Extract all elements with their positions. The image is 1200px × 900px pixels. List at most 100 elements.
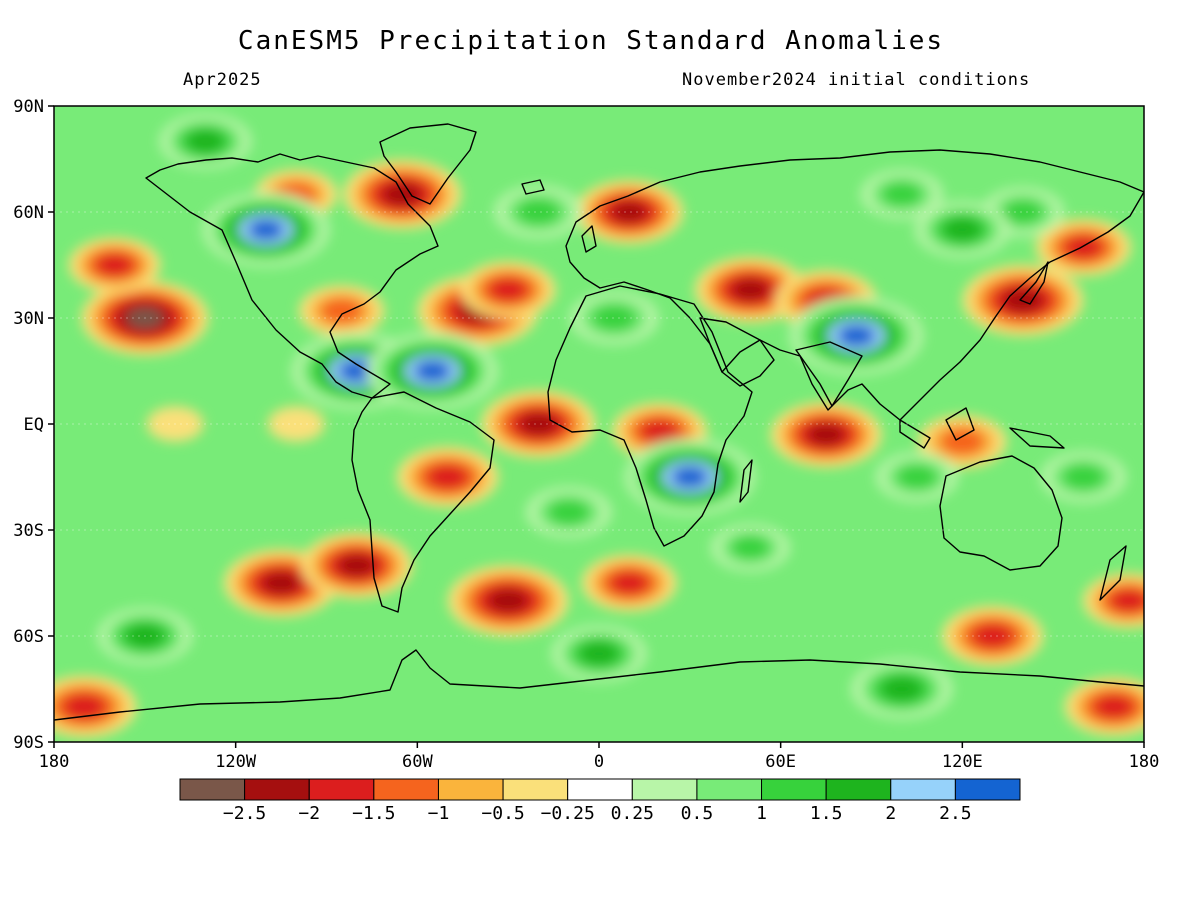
colorbar-swatch [244, 778, 310, 801]
colorbar-swatch [308, 778, 375, 801]
colorbar-swatch [179, 778, 246, 801]
colorbar-label: 1.5 [810, 803, 843, 824]
anomaly-blob [881, 181, 923, 207]
anomaly-blob [516, 198, 561, 226]
coastline-greenland [379, 123, 477, 205]
colorbar-swatch [890, 778, 956, 801]
colorbar-label: −0.25 [541, 803, 595, 824]
colorbar-swatch [373, 778, 439, 801]
coastline-north-america [145, 153, 439, 399]
anomaly-blob [1110, 589, 1144, 612]
colorbar-label: −0.5 [481, 803, 524, 824]
anomaly-blob [63, 694, 106, 720]
colorbar-label: 1 [756, 803, 767, 824]
anomaly-blob [730, 535, 771, 560]
coastlines [54, 123, 1144, 721]
colorbar-label: 2.5 [939, 803, 972, 824]
colorbar-swatch [437, 778, 504, 801]
anomaly-blob [1094, 694, 1134, 719]
coastline-new-guinea [1009, 427, 1065, 449]
anomaly-blob [591, 304, 637, 332]
coastline-japan [1019, 261, 1049, 305]
colorbar-label: 0.25 [611, 803, 654, 824]
coastline-new-zealand [1099, 545, 1127, 601]
lon-tick-label: 120E [942, 752, 983, 772]
lon-tick-label: 0 [594, 752, 604, 772]
colorbar-swatch [954, 778, 1021, 801]
anomaly-blob [611, 201, 648, 223]
coastline-borneo [945, 407, 975, 441]
anomaly-blob [413, 360, 452, 382]
map-title: CanESM5 Precipitation Standard Anomalies [237, 26, 945, 56]
coastline-uk [581, 225, 597, 253]
colorbar-swatch [502, 778, 569, 801]
colorbar-swatch [761, 778, 827, 801]
colorbar-label: −1 [428, 803, 450, 824]
coastline-eurasia [565, 149, 1144, 421]
anomaly-blob [610, 571, 649, 595]
anomaly-blob [126, 307, 164, 329]
colorbar-label: −2 [298, 803, 320, 824]
lat-tick-label: 30N [13, 309, 44, 329]
anomaly-blob [1002, 199, 1044, 225]
anomaly-blob [338, 554, 376, 577]
init-conditions-label: November2024 initial conditions [682, 70, 1031, 90]
valid-month-label: Apr2025 [183, 70, 262, 90]
coastline-africa [547, 285, 753, 547]
longitude-ticks: 180 120W 60W 0 60E 120E 180 [39, 742, 1160, 772]
lat-tick-label: 30S [13, 521, 44, 541]
anomaly-blob [125, 624, 164, 648]
latitude-ticks: 90N 60N 30N EQ 30S 60S 90S [13, 97, 54, 753]
anomaly-blob [338, 360, 376, 382]
lon-tick-label: 180 [39, 752, 70, 772]
lat-tick-label: 90S [13, 733, 44, 753]
lat-tick-label: EQ [24, 415, 44, 435]
anomaly-blob [146, 406, 204, 442]
coastline-south-america [351, 391, 495, 613]
anomaly-blob [640, 419, 679, 443]
coastline-australia [939, 455, 1063, 571]
anomaly-field [54, 113, 1144, 738]
anomaly-blob [1064, 235, 1103, 259]
anomaly-blob [427, 464, 468, 490]
coastline-arabia [699, 317, 775, 387]
anomaly-blob [896, 464, 938, 490]
anomaly-blob [519, 412, 558, 436]
lon-tick-label: 180 [1129, 752, 1160, 772]
colorbar-swatch [825, 778, 892, 801]
colorbar-label: −1.5 [352, 803, 395, 824]
anomaly-blob [807, 423, 845, 446]
anomaly-blob [579, 642, 619, 666]
colorbar-swatch [696, 778, 763, 801]
colorbar-label: −2.5 [223, 803, 266, 824]
lon-tick-label: 60W [402, 752, 433, 772]
lat-tick-label: 60N [13, 203, 44, 223]
anomaly-blob [837, 324, 876, 347]
coastline-iceland [521, 179, 545, 195]
colorbar-swatch [567, 778, 633, 801]
lat-tick-label: 60S [13, 627, 44, 647]
colorbar: −2.5 −2 −1.5 −1 −0.5 −0.25 0.25 0.5 1 1.5 2 2.5 [179, 778, 1021, 824]
anomaly-blob [267, 406, 325, 442]
map-plot-area [54, 106, 1144, 742]
anomaly-blob [489, 278, 528, 302]
colorbar-label: 2 [885, 803, 896, 824]
anomaly-blob [671, 466, 709, 488]
anomaly-blob [943, 218, 982, 242]
coastline-antarctica [54, 649, 1144, 721]
anomaly-blob [731, 278, 769, 301]
anomaly-blob [320, 298, 364, 324]
anomaly-blob [186, 130, 224, 153]
anomaly-blob [96, 254, 133, 276]
lon-tick-label: 120W [215, 752, 257, 772]
anomaly-blob [488, 588, 529, 613]
coastline-madagascar [739, 459, 753, 503]
coastline-india [795, 341, 863, 407]
lat-tick-label: 90N [13, 97, 44, 117]
lon-tick-label: 60E [765, 752, 796, 772]
anomaly-blob [972, 623, 1013, 649]
colorbar-swatch [631, 778, 698, 801]
map-gridlines [54, 211, 1144, 637]
colorbar-label: 0.5 [681, 803, 714, 824]
